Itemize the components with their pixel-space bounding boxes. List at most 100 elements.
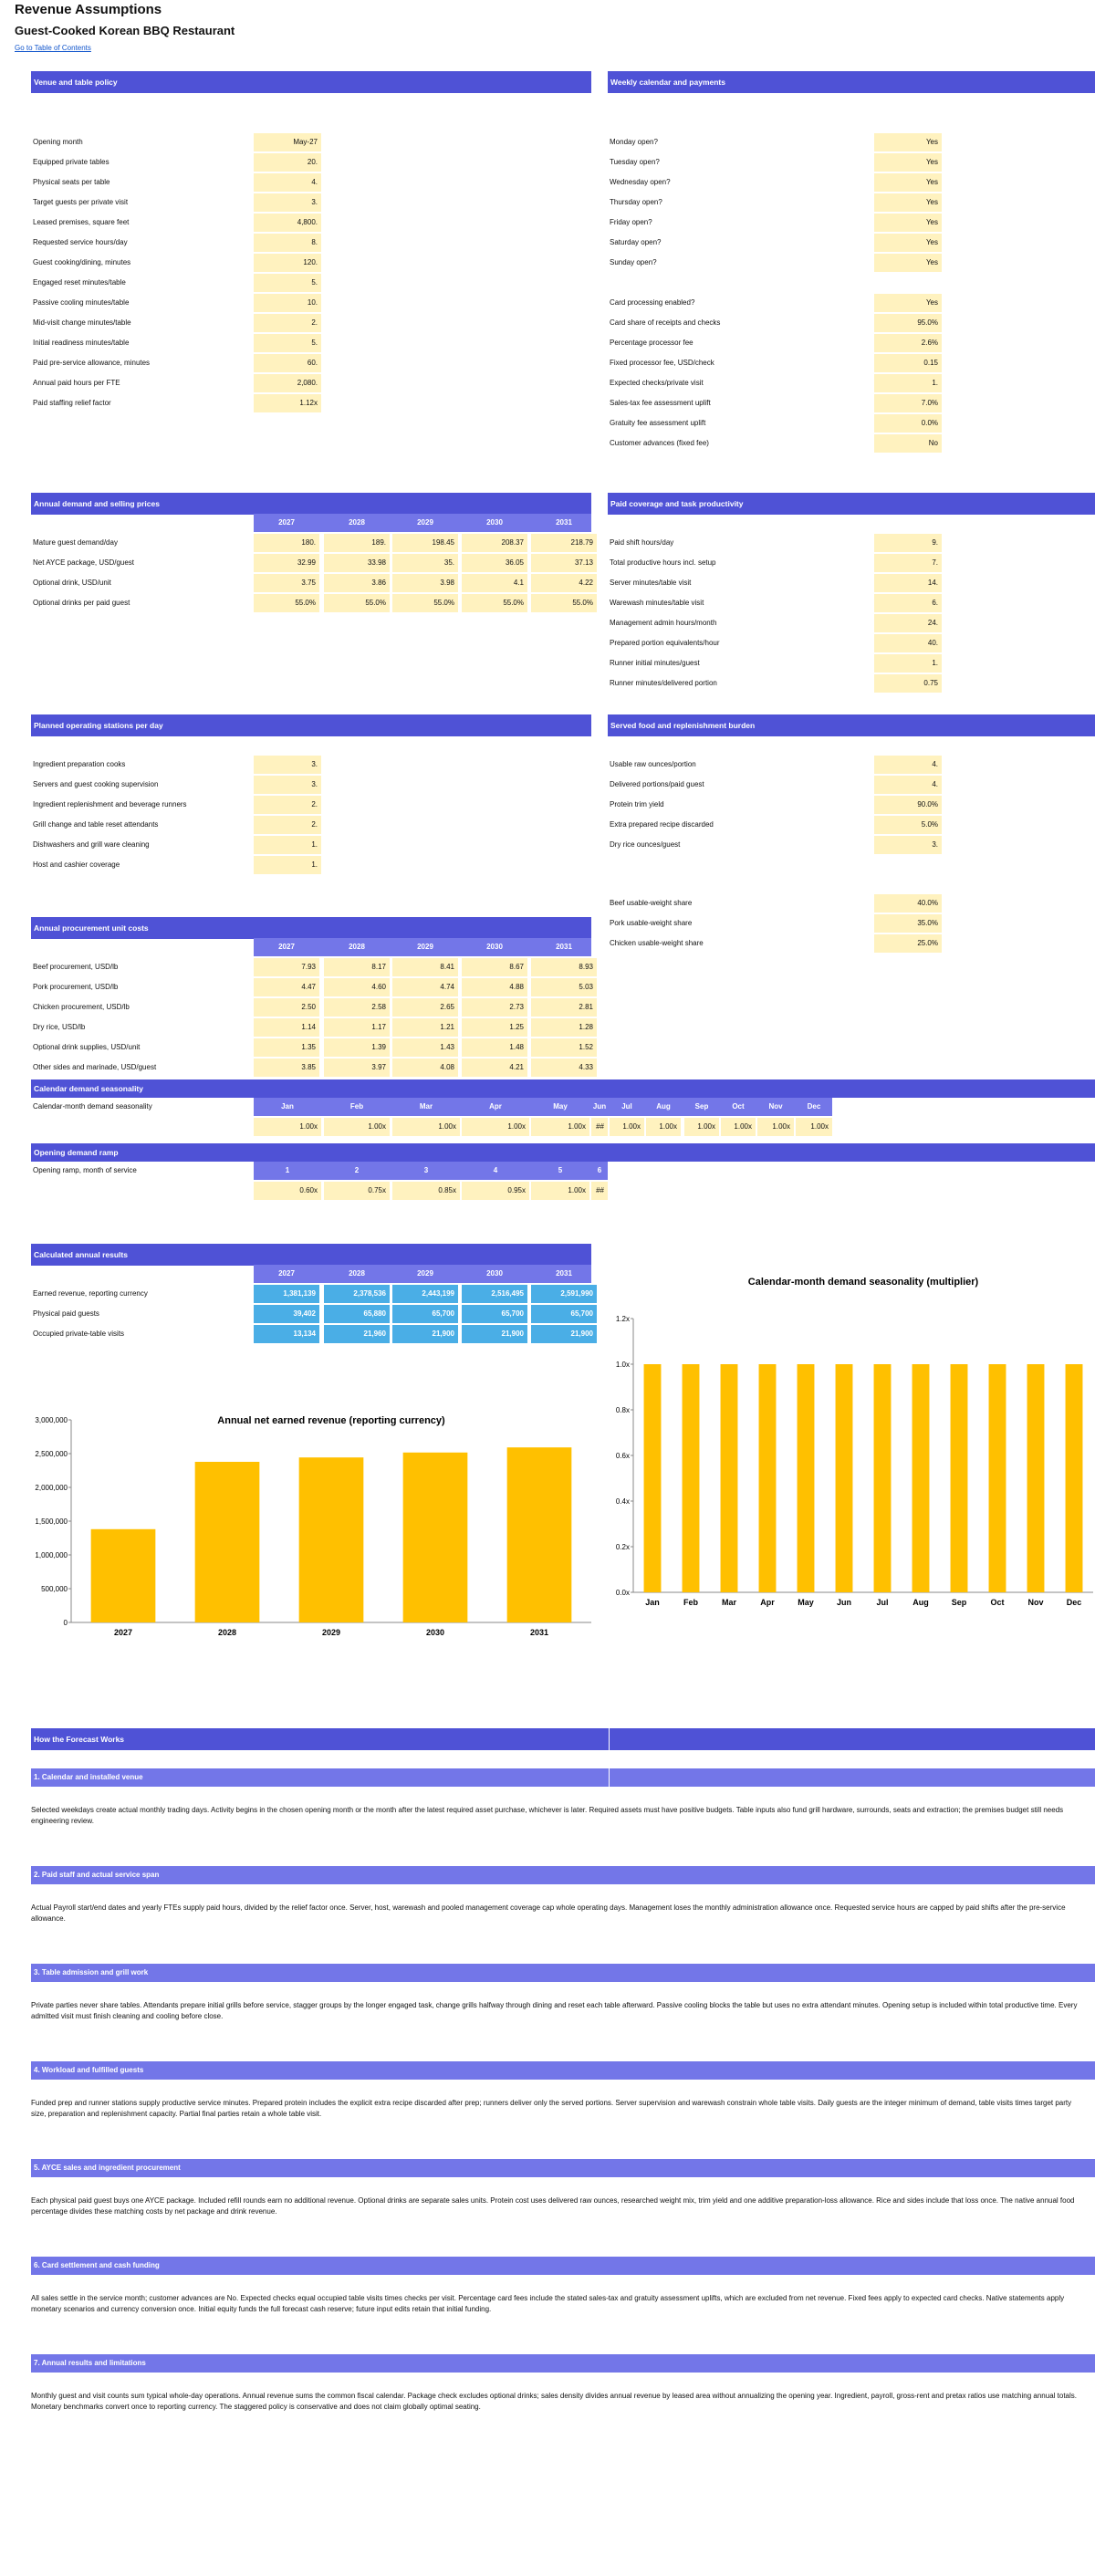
procurement-row-value[interactable]: 1.48 xyxy=(462,1038,527,1057)
demand-row-value[interactable]: 32.99 xyxy=(254,554,319,572)
weekday-row-value[interactable]: Yes xyxy=(874,173,942,192)
procurement-row-value[interactable]: 4.74 xyxy=(392,978,458,996)
station-row-value[interactable]: 3. xyxy=(254,756,321,774)
weekday-row-value[interactable]: Yes xyxy=(874,193,942,212)
procurement-row-value[interactable]: 2.58 xyxy=(324,998,390,1017)
weekday-row-value[interactable]: Yes xyxy=(874,234,942,252)
procurement-row-value[interactable]: 1.43 xyxy=(392,1038,458,1057)
procurement-row-value[interactable]: 1.52 xyxy=(531,1038,597,1057)
seasonality-value[interactable]: 1.00x xyxy=(757,1118,794,1136)
ramp-value[interactable]: 0.95x xyxy=(462,1182,529,1200)
ramp-value[interactable]: 0.85x xyxy=(392,1182,460,1200)
venue-row-value[interactable]: 1.12x xyxy=(254,394,321,412)
seasonality-value[interactable]: 1.00x xyxy=(462,1118,529,1136)
seasonality-value[interactable]: 1.00x xyxy=(254,1118,321,1136)
procurement-row-value[interactable]: 3.85 xyxy=(254,1059,319,1077)
ramp-value[interactable]: 1.00x xyxy=(531,1182,589,1200)
station-row-value[interactable]: 2. xyxy=(254,796,321,814)
payment-row-value[interactable]: 95.0% xyxy=(874,314,942,332)
seasonality-value[interactable]: 1.00x xyxy=(392,1118,460,1136)
procurement-row-value[interactable]: 4.08 xyxy=(392,1059,458,1077)
demand-row-value[interactable]: 55.0% xyxy=(254,594,319,612)
payment-row-value[interactable]: 1. xyxy=(874,374,942,392)
demand-row-value[interactable]: 55.0% xyxy=(324,594,390,612)
weekday-row-value[interactable]: Yes xyxy=(874,133,942,151)
demand-row-value[interactable]: 4.1 xyxy=(462,574,527,592)
venue-row-value[interactable]: 3. xyxy=(254,193,321,212)
procurement-row-value[interactable]: 8.67 xyxy=(462,958,527,976)
demand-row-value[interactable]: 55.0% xyxy=(392,594,458,612)
payment-row-value[interactable]: 7.0% xyxy=(874,394,942,412)
payment-row-value[interactable]: Yes xyxy=(874,294,942,312)
procurement-row-value[interactable]: 2.73 xyxy=(462,998,527,1017)
seasonality-value[interactable]: 1.00x xyxy=(646,1118,681,1136)
payment-row-value[interactable]: 2.6% xyxy=(874,334,942,352)
served-food-row-value[interactable]: 5.0% xyxy=(874,816,942,834)
procurement-row-value[interactable]: 7.93 xyxy=(254,958,319,976)
served-food-row-value[interactable]: 3. xyxy=(874,836,942,854)
procurement-row-value[interactable]: 1.28 xyxy=(531,1018,597,1037)
venue-row-value[interactable]: 8. xyxy=(254,234,321,252)
procurement-row-value[interactable]: 5.03 xyxy=(531,978,597,996)
station-row-value[interactable]: 1. xyxy=(254,836,321,854)
coverage-row-value[interactable]: 14. xyxy=(874,574,942,592)
venue-row-value[interactable]: 60. xyxy=(254,354,321,372)
seasonality-value[interactable]: ## xyxy=(591,1118,608,1136)
coverage-row-value[interactable]: 40. xyxy=(874,634,942,652)
venue-row-value[interactable]: May-27 xyxy=(254,133,321,151)
venue-row-value[interactable]: 2. xyxy=(254,314,321,332)
station-row-value[interactable]: 3. xyxy=(254,776,321,794)
coverage-row-value[interactable]: 7. xyxy=(874,554,942,572)
payment-row-value[interactable]: No xyxy=(874,434,942,453)
demand-row-value[interactable]: 218.79 xyxy=(531,534,597,552)
seasonality-value[interactable]: 1.00x xyxy=(610,1118,644,1136)
served-food-row-value[interactable]: 4. xyxy=(874,776,942,794)
served-food-row-value[interactable]: 90.0% xyxy=(874,796,942,814)
venue-row-value[interactable]: 5. xyxy=(254,274,321,292)
venue-row-value[interactable]: 4. xyxy=(254,173,321,192)
demand-row-value[interactable]: 3.86 xyxy=(324,574,390,592)
venue-row-value[interactable]: 2,080. xyxy=(254,374,321,392)
demand-row-value[interactable]: 198.45 xyxy=(392,534,458,552)
procurement-row-value[interactable]: 1.21 xyxy=(392,1018,458,1037)
protein-share-row-value[interactable]: 35.0% xyxy=(874,914,942,933)
protein-share-row-value[interactable]: 25.0% xyxy=(874,934,942,953)
procurement-row-value[interactable]: 2.81 xyxy=(531,998,597,1017)
demand-row-value[interactable]: 55.0% xyxy=(531,594,597,612)
demand-row-value[interactable]: 37.13 xyxy=(531,554,597,572)
demand-row-value[interactable]: 3.75 xyxy=(254,574,319,592)
payment-row-value[interactable]: 0.0% xyxy=(874,414,942,433)
procurement-row-value[interactable]: 8.17 xyxy=(324,958,390,976)
seasonality-value[interactable]: 1.00x xyxy=(531,1118,589,1136)
demand-row-value[interactable]: 33.98 xyxy=(324,554,390,572)
venue-row-value[interactable]: 20. xyxy=(254,153,321,172)
procurement-row-value[interactable]: 8.93 xyxy=(531,958,597,976)
procurement-row-value[interactable]: 1.35 xyxy=(254,1038,319,1057)
coverage-row-value[interactable]: 9. xyxy=(874,534,942,552)
weekday-row-value[interactable]: Yes xyxy=(874,254,942,272)
demand-row-value[interactable]: 4.22 xyxy=(531,574,597,592)
weekday-row-value[interactable]: Yes xyxy=(874,153,942,172)
procurement-row-value[interactable]: 4.88 xyxy=(462,978,527,996)
demand-row-value[interactable]: 35. xyxy=(392,554,458,572)
procurement-row-value[interactable]: 2.50 xyxy=(254,998,319,1017)
procurement-row-value[interactable]: 4.21 xyxy=(462,1059,527,1077)
venue-row-value[interactable]: 10. xyxy=(254,294,321,312)
coverage-row-value[interactable]: 0.75 xyxy=(874,674,942,693)
procurement-row-value[interactable]: 8.41 xyxy=(392,958,458,976)
procurement-row-value[interactable]: 1.14 xyxy=(254,1018,319,1037)
served-food-row-value[interactable]: 4. xyxy=(874,756,942,774)
procurement-row-value[interactable]: 4.33 xyxy=(531,1059,597,1077)
ramp-value[interactable]: 0.60x xyxy=(254,1182,321,1200)
ramp-value[interactable]: 0.75x xyxy=(324,1182,390,1200)
station-row-value[interactable]: 1. xyxy=(254,856,321,874)
procurement-row-value[interactable]: 1.25 xyxy=(462,1018,527,1037)
procurement-row-value[interactable]: 3.97 xyxy=(324,1059,390,1077)
weekday-row-value[interactable]: Yes xyxy=(874,214,942,232)
procurement-row-value[interactable]: 4.47 xyxy=(254,978,319,996)
seasonality-value[interactable]: 1.00x xyxy=(684,1118,719,1136)
procurement-row-value[interactable]: 4.60 xyxy=(324,978,390,996)
procurement-row-value[interactable]: 1.17 xyxy=(324,1018,390,1037)
ramp-value[interactable]: ## xyxy=(591,1182,608,1200)
venue-row-value[interactable]: 4,800. xyxy=(254,214,321,232)
